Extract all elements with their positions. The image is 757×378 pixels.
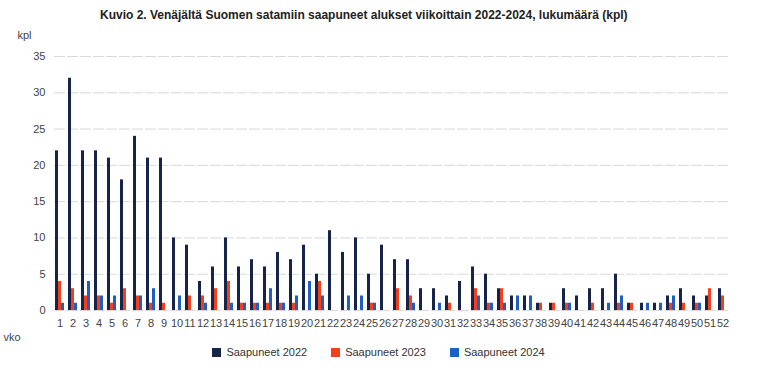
svg-text:0: 0 [39,304,45,316]
svg-text:11: 11 [184,317,195,329]
svg-text:8: 8 [148,317,154,329]
svg-text:29: 29 [418,317,430,329]
svg-text:15: 15 [33,195,45,207]
svg-text:40: 40 [561,317,573,329]
svg-text:28: 28 [405,317,417,329]
svg-text:31: 31 [444,317,456,329]
svg-text:3: 3 [83,317,89,329]
svg-text:25: 25 [33,123,45,135]
svg-text:19: 19 [288,317,300,329]
svg-text:20: 20 [301,317,313,329]
svg-text:52: 52 [717,317,729,329]
svg-text:44: 44 [613,317,625,329]
svg-text:9: 9 [161,317,167,329]
svg-text:10: 10 [171,317,183,329]
svg-text:27: 27 [392,317,404,329]
html-text:Saapuneet 2024: Saapuneet 2024 [463,346,545,358]
svg-text:4: 4 [96,317,102,329]
svg-text:5: 5 [109,317,115,329]
svg-text:21: 21 [314,317,326,329]
svg-text:47: 47 [652,317,664,329]
svg-text:7: 7 [135,317,141,329]
svg-text:17: 17 [262,317,274,329]
svg-text:32: 32 [457,317,469,329]
svg-text:38: 38 [535,317,547,329]
svg-text:43: 43 [600,317,612,329]
svg-text:2: 2 [70,317,76,329]
svg-text:14: 14 [223,317,235,329]
svg-text:51: 51 [704,317,716,329]
html-text:Saapuneet 2023: Saapuneet 2023 [345,346,426,358]
svg-text:35: 35 [33,50,45,62]
svg-text:50: 50 [691,317,703,329]
svg-text:12: 12 [197,317,209,329]
svg-text:24: 24 [353,317,365,329]
svg-text:1: 1 [57,317,63,329]
svg-text:34: 34 [483,317,495,329]
svg-text:13: 13 [210,317,222,329]
svg-text:45: 45 [626,317,638,329]
html-text:Saapuneet 2022: Saapuneet 2022 [226,346,308,358]
svg-text:20: 20 [33,159,45,171]
svg-text:23: 23 [340,317,352,329]
html-text:Kuvio 2. Venäjältä Suomen sata: Kuvio 2. Venäjältä Suomen satamiin saapu… [100,8,628,22]
svg-text:5: 5 [39,268,45,280]
svg-text:30: 30 [33,86,45,98]
svg-text:15: 15 [236,317,248,329]
svg-text:33: 33 [470,317,482,329]
svg-text:41: 41 [574,317,586,329]
svg-text:26: 26 [379,317,391,329]
svg-text:48: 48 [665,317,677,329]
svg-text:46: 46 [639,317,651,329]
svg-text:36: 36 [509,317,521,329]
svg-text:37: 37 [522,317,534,329]
svg-text:25: 25 [366,317,378,329]
svg-text:18: 18 [275,317,287,329]
svg-text:49: 49 [678,317,690,329]
svg-text:kpl: kpl [18,29,32,41]
svg-text:39: 39 [548,317,560,329]
svg-text:vko: vko [4,331,21,343]
svg-text:35: 35 [496,317,508,329]
svg-text:10: 10 [33,231,45,243]
svg-text:6: 6 [122,317,128,329]
svg-text:22: 22 [327,317,339,329]
svg-text:42: 42 [587,317,599,329]
svg-text:16: 16 [249,317,261,329]
svg-text:30: 30 [431,317,443,329]
